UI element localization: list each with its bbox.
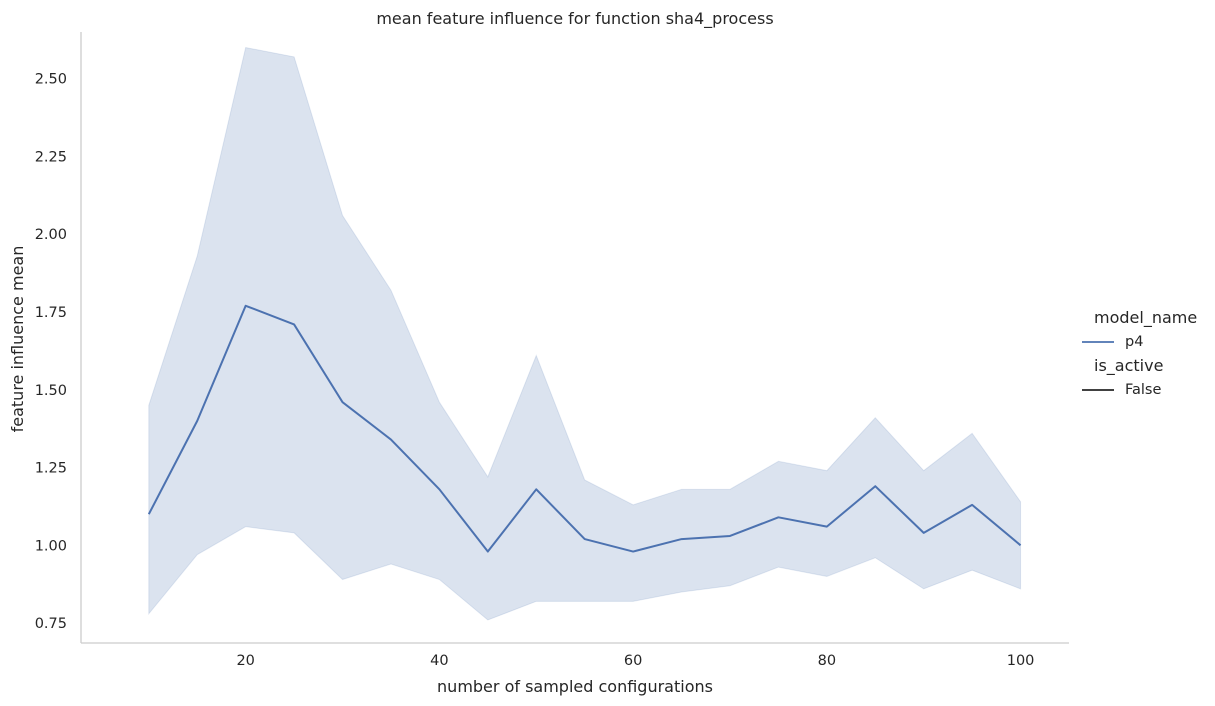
y-axis-label: feature influence mean <box>8 246 27 433</box>
data-point <box>487 551 489 553</box>
x-tick-label: 60 <box>624 653 642 669</box>
y-tick-label: 1.25 <box>35 461 67 477</box>
data-point <box>1020 544 1022 546</box>
legend-hue-title: model_name <box>1094 308 1197 328</box>
data-point <box>245 305 247 307</box>
x-tick-label: 100 <box>1007 653 1035 669</box>
y-tick-label: 2.25 <box>35 149 67 165</box>
data-point <box>874 485 876 487</box>
legend-label-p4: p4 <box>1125 334 1143 350</box>
legend-style-title: is_active <box>1094 356 1163 376</box>
data-point <box>681 538 683 540</box>
confidence-band-p4 <box>148 46 1022 621</box>
y-tick-label: 1.00 <box>35 538 67 554</box>
data-point <box>729 535 731 537</box>
data-point <box>196 420 198 422</box>
y-tick-label: 2.50 <box>35 72 67 88</box>
y-tick-label: 1.75 <box>35 305 67 321</box>
data-point <box>923 532 925 534</box>
y-tick-label: 1.50 <box>35 383 67 399</box>
data-point <box>777 516 779 518</box>
data-point <box>438 488 440 490</box>
data-point <box>535 488 537 490</box>
data-point <box>293 323 295 325</box>
y-tick-label: 2.00 <box>35 227 67 243</box>
chart-title: mean feature influence for function sha4… <box>376 9 773 29</box>
series-line-p4 <box>147 304 1022 553</box>
confidence-band-layer <box>148 46 1022 621</box>
data-point <box>826 526 828 528</box>
series-line-layer <box>147 304 1022 553</box>
y-tick-label: 0.75 <box>35 616 67 632</box>
x-tick-label: 40 <box>430 653 448 669</box>
data-point <box>390 439 392 441</box>
data-point <box>584 538 586 540</box>
legend-label-false: False <box>1125 382 1161 398</box>
data-point <box>971 504 973 506</box>
x-axis-label: number of sampled configurations <box>437 677 713 696</box>
y-tick-labels: 0.75 1.00 1.25 1.50 1.75 2.00 2.25 2.50 <box>35 72 67 632</box>
data-point <box>632 551 634 553</box>
x-tick-label: 80 <box>818 653 836 669</box>
x-tick-label: 20 <box>236 653 254 669</box>
data-point <box>342 401 344 403</box>
x-tick-labels: 20 40 60 80 100 <box>236 653 1034 669</box>
data-point <box>148 513 150 515</box>
legend: model_name p4 is_active False <box>1082 308 1197 398</box>
